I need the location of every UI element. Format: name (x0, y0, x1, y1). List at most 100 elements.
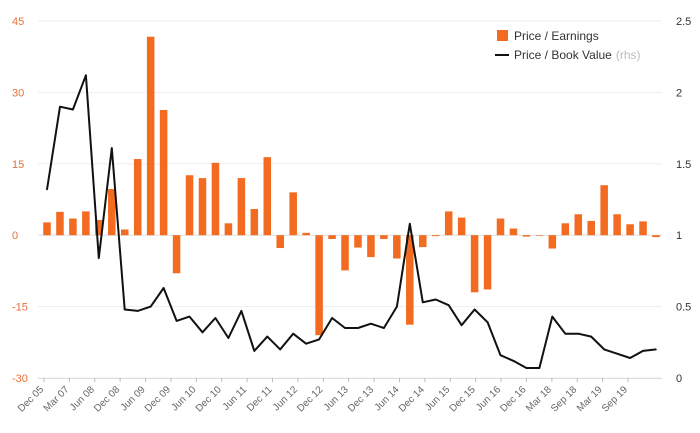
pe-bar (380, 235, 388, 240)
x-tick-label: Dec 14 (397, 384, 427, 414)
pe-bar (43, 222, 51, 236)
y-tick-left: 30 (12, 87, 24, 99)
pb-point (149, 305, 152, 308)
pe-bar (328, 235, 336, 240)
pb-point (266, 335, 269, 338)
pe-bar (626, 224, 634, 236)
pb-point (447, 304, 450, 306)
pe-bar (574, 214, 583, 236)
x-tick-label: Mar 19 (575, 384, 605, 414)
y-tick-left: 15 (12, 159, 24, 171)
pe-bar (535, 235, 544, 236)
pe-bar (548, 235, 557, 249)
x-tick-label: Jun 14 (373, 384, 402, 413)
pb-point (253, 350, 256, 352)
pe-bar (120, 229, 129, 236)
pe-bar (82, 211, 90, 236)
x-tick-label: Mar 18 (524, 384, 554, 414)
pb-point (396, 305, 398, 308)
pb-point (616, 352, 618, 355)
pe-bar (367, 235, 375, 258)
pe-bar (95, 219, 103, 236)
pe-bar (470, 235, 479, 293)
pb-point (331, 317, 333, 319)
pb-point (46, 188, 48, 191)
legend-label-pb: Price / Book Value (rhs) (514, 48, 641, 62)
x-tick-label: Dec 13 (346, 384, 376, 414)
pb-point (72, 108, 74, 111)
pe-bar (198, 178, 207, 236)
pb-point (564, 332, 567, 335)
pb-point (305, 342, 307, 345)
pe-bar (159, 110, 168, 236)
pb-point (551, 315, 554, 318)
pb-point (473, 308, 476, 311)
x-tick-label: Jun 11 (221, 384, 250, 413)
x-tick-label: Sep 19 (600, 384, 630, 414)
x-tick-label: Mar 07 (42, 384, 72, 414)
pb-point (201, 331, 204, 334)
left-axis: 45 30 15 0 -15 -30 (12, 16, 28, 385)
pe-bar (393, 235, 401, 259)
pb-point (175, 320, 178, 322)
pb-point (240, 310, 243, 312)
pb-point (642, 350, 644, 352)
pe-bar (457, 217, 466, 236)
y-tick-left: 45 (12, 16, 24, 28)
x-tick-label: Jun 08 (68, 384, 97, 413)
y-tick-right: 2 (676, 87, 682, 99)
pb-point (629, 357, 631, 359)
y-tick-left: -30 (12, 373, 28, 385)
y-tick-left: -15 (12, 302, 28, 314)
pe-bar (302, 232, 310, 236)
pb-point (434, 298, 437, 301)
pe-bar (263, 157, 272, 236)
pb-point (136, 310, 139, 312)
pb-point (85, 74, 87, 77)
pb-point (357, 327, 359, 329)
pb-point (538, 367, 541, 369)
legend-label-pb-name: Price / Book Value (514, 48, 612, 62)
x-tick-label: Dec 16 (498, 384, 528, 414)
gridlines (38, 20, 662, 379)
pe-bar (211, 162, 220, 236)
pe-bar (496, 218, 505, 236)
pb-point (227, 337, 230, 339)
y-tick-right: 2.5 (676, 16, 691, 28)
x-tick-label: Jun 10 (169, 384, 198, 413)
pb-point (292, 332, 294, 335)
x-tick-label: Dec 11 (245, 384, 275, 414)
legend-label-pb-note: (rhs) (616, 48, 641, 62)
pe-bar (341, 235, 349, 271)
pe-bar (289, 192, 297, 236)
pb-point (383, 327, 385, 329)
pb-point (590, 335, 593, 338)
pb-point (577, 332, 580, 335)
pe-bar (600, 185, 608, 236)
x-tick-label: Dec 08 (92, 384, 122, 414)
pb-point (370, 322, 372, 325)
x-tick-label: Dec 05 (16, 384, 46, 414)
pe-bar (406, 235, 414, 325)
x-tick-label: Jun 12 (271, 384, 300, 413)
pb-point (110, 147, 113, 149)
pe-bar (431, 235, 440, 237)
pb-line (46, 74, 657, 369)
pe-bar (276, 235, 284, 249)
x-tick-label: Sep 18 (549, 384, 579, 414)
pb-point (188, 315, 191, 318)
pe-bar (250, 209, 259, 236)
right-axis: 2.5 2 1.5 1 0.5 0 (676, 16, 691, 385)
pe-bar (315, 235, 323, 336)
pb-point (123, 308, 126, 311)
pb-point (525, 367, 528, 369)
y-tick-left: 0 (12, 230, 18, 242)
pb-point (59, 105, 61, 108)
pe-bar (56, 211, 64, 236)
pe-bar (224, 223, 233, 236)
pb-point (499, 354, 502, 356)
pb-point (486, 321, 489, 324)
pe-bar (613, 214, 621, 236)
pe-bar (639, 221, 647, 236)
